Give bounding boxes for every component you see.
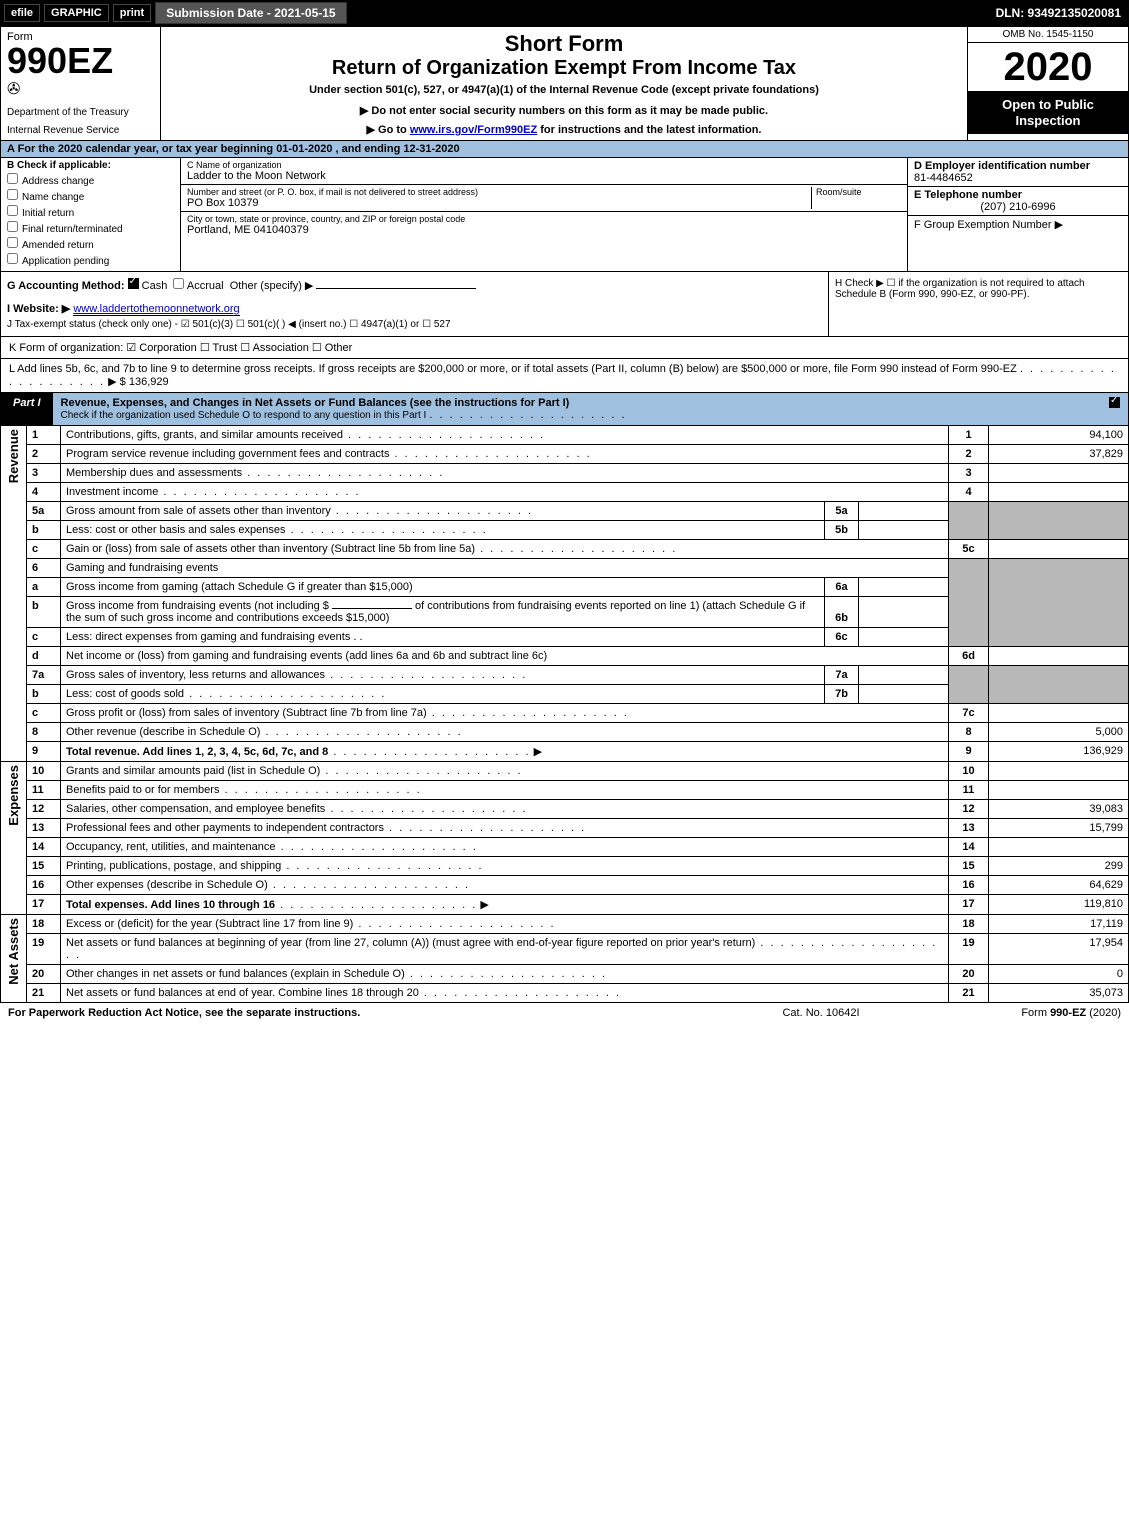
submission-date-button[interactable]: Submission Date - 2021-05-15 (155, 2, 346, 24)
addr-label: Number and street (or P. O. box, if mail… (187, 187, 811, 197)
section-b: B Check if applicable: Address change Na… (1, 158, 181, 271)
table-row: 3Membership dues and assessments3 (1, 464, 1129, 483)
table-row: 17Total expenses. Add lines 10 through 1… (1, 895, 1129, 915)
irs-link[interactable]: www.irs.gov/Form990EZ (410, 124, 537, 136)
top-bar: efile GRAPHIC print Submission Date - 20… (0, 0, 1129, 26)
org-name: Ladder to the Moon Network (187, 170, 901, 182)
footer-paperwork: For Paperwork Reduction Act Notice, see … (8, 1007, 721, 1019)
tel-label: E Telephone number (914, 189, 1022, 201)
accounting-method-label: G Accounting Method: (7, 280, 125, 292)
table-row: 19Net assets or fund balances at beginni… (1, 934, 1129, 965)
tel-value: (207) 210-6996 (914, 201, 1122, 213)
dept-label: Department of the Treasury (7, 107, 154, 118)
chk-amended-return[interactable]: Amended return (7, 237, 174, 251)
city-label: City or town, state or province, country… (187, 214, 901, 224)
graphic-button[interactable]: GRAPHIC (44, 4, 109, 22)
room-label: Room/suite (816, 187, 901, 197)
tax-year: 2020 (968, 43, 1128, 91)
part-1-label: Part I (1, 393, 53, 425)
chk-cash[interactable] (128, 278, 139, 289)
section-d: D Employer identification number 81-4484… (908, 158, 1128, 271)
group-exemption-label: F Group Exemption Number ▶ (914, 219, 1063, 231)
table-row: Net Assets 18Excess or (deficit) for the… (1, 915, 1129, 934)
table-row: 5aGross amount from sale of assets other… (1, 502, 1129, 521)
ein-value: 81-4484652 (914, 172, 973, 184)
table-row: 12Salaries, other compensation, and empl… (1, 800, 1129, 819)
table-row: 11Benefits paid to or for members11 (1, 781, 1129, 800)
part-1-header: Part I Revenue, Expenses, and Changes in… (0, 393, 1129, 426)
table-row: 7aGross sales of inventory, less returns… (1, 666, 1129, 685)
footer-form-ref: Form 990-EZ (2020) (921, 1007, 1121, 1019)
table-row: 13Professional fees and other payments t… (1, 819, 1129, 838)
omb-number: OMB No. 1545-1150 (968, 27, 1128, 43)
table-row: dNet income or (loss) from gaming and fu… (1, 647, 1129, 666)
table-row: 21Net assets or fund balances at end of … (1, 984, 1129, 1003)
org-name-label: C Name of organization (187, 160, 901, 170)
line-j: J Tax-exempt status (check only one) - ☑… (7, 319, 822, 330)
line-h: H Check ▶ ☐ if the organization is not r… (828, 272, 1128, 336)
table-row: 4Investment income4 (1, 483, 1129, 502)
irs-label: Internal Revenue Service (7, 125, 154, 136)
net-assets-side-label: Net Assets (6, 918, 21, 985)
addr-value: PO Box 10379 (187, 197, 811, 209)
part-1-table: Revenue 1Contributions, gifts, grants, a… (0, 426, 1129, 1003)
chk-final-return[interactable]: Final return/terminated (7, 221, 174, 235)
title-return: Return of Organization Exempt From Incom… (169, 57, 959, 80)
footer-cat-no: Cat. No. 10642I (721, 1007, 921, 1019)
table-row: cGross profit or (loss) from sales of in… (1, 704, 1129, 723)
efile-button[interactable]: efile (4, 4, 40, 22)
chk-application-pending[interactable]: Application pending (7, 253, 174, 267)
entity-block: B Check if applicable: Address change Na… (0, 158, 1129, 272)
table-row: 6Gaming and fundraising events (1, 559, 1129, 578)
inspection-badge: Open to PublicInspection (968, 91, 1128, 134)
chk-initial-return[interactable]: Initial return (7, 205, 174, 219)
website-label: I Website: ▶ (7, 303, 70, 315)
table-row: 8Other revenue (describe in Schedule O)8… (1, 723, 1129, 742)
table-row: 20Other changes in net assets or fund ba… (1, 965, 1129, 984)
line-l: L Add lines 5b, 6c, and 7b to line 9 to … (0, 359, 1129, 393)
chk-accrual[interactable] (173, 278, 184, 289)
line-k: K Form of organization: ☑ Corporation ☐ … (0, 337, 1129, 359)
ein-label: D Employer identification number (914, 160, 1090, 172)
title-short-form: Short Form (169, 31, 959, 57)
section-c: C Name of organization Ladder to the Moo… (181, 158, 908, 271)
treasury-seal-icon: ✇ (7, 79, 154, 99)
table-row: 2Program service revenue including gover… (1, 445, 1129, 464)
form-header: Form 990EZ ✇ Department of the Treasury … (0, 26, 1129, 141)
dln-label: DLN: 93492135020081 (996, 6, 1129, 20)
table-row: 15Printing, publications, postage, and s… (1, 857, 1129, 876)
table-row: 9Total revenue. Add lines 1, 2, 3, 4, 5c… (1, 742, 1129, 762)
chk-name-change[interactable]: Name change (7, 189, 174, 203)
print-button[interactable]: print (113, 4, 151, 22)
chk-address-change[interactable]: Address change (7, 173, 174, 187)
subtitle-ssn-warning: ▶ Do not enter social security numbers o… (169, 104, 959, 117)
table-row: cGain or (loss) from sale of assets othe… (1, 540, 1129, 559)
part-1-title: Revenue, Expenses, and Changes in Net As… (61, 397, 570, 409)
expenses-side-label: Expenses (6, 765, 21, 826)
part-1-checkbox[interactable] (1109, 397, 1120, 408)
city-value: Portland, ME 041040379 (187, 224, 901, 236)
table-row: 16Other expenses (describe in Schedule O… (1, 876, 1129, 895)
part-1-sub: Check if the organization used Schedule … (61, 410, 427, 421)
table-row: Revenue 1Contributions, gifts, grants, a… (1, 426, 1129, 445)
website-link[interactable]: www.laddertothemoonnetwork.org (73, 303, 239, 316)
line-a: A For the 2020 calendar year, or tax yea… (0, 141, 1129, 158)
table-row: Expenses 10Grants and similar amounts pa… (1, 762, 1129, 781)
revenue-side-label: Revenue (6, 429, 21, 483)
table-row: 14Occupancy, rent, utilities, and mainte… (1, 838, 1129, 857)
form-number: 990EZ (7, 43, 154, 79)
row-g-h: G Accounting Method: Cash Accrual Other … (0, 272, 1129, 337)
page-footer: For Paperwork Reduction Act Notice, see … (0, 1003, 1129, 1023)
subtitle-goto: ▶ Go to www.irs.gov/Form990EZ for instru… (169, 123, 959, 136)
subtitle-section: Under section 501(c), 527, or 4947(a)(1)… (169, 84, 959, 96)
